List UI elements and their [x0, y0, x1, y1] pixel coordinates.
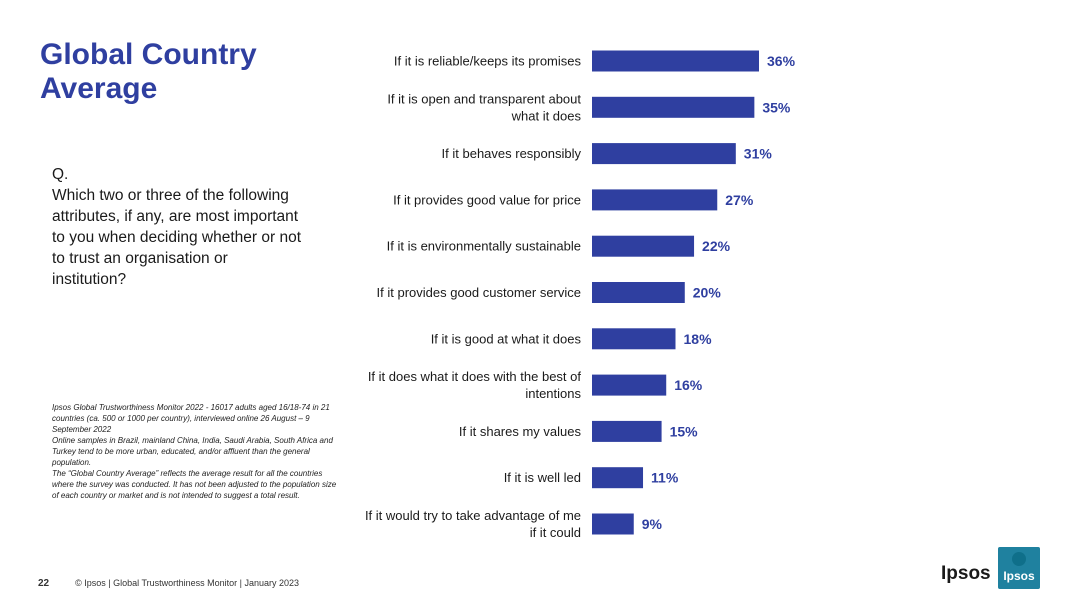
category-label-line: If it shares my values — [459, 424, 582, 439]
category-label-9: If it shares my values — [459, 424, 582, 439]
question-text: Q. Which two or three of the following a… — [52, 166, 302, 288]
category-label-line: If it provides good value for price — [393, 192, 581, 207]
value-label-6: 20% — [693, 285, 722, 301]
category-label-line: If it is well led — [504, 470, 581, 485]
category-label-line: If it would try to take advantage of me — [365, 508, 581, 523]
category-label-6: If it provides good customer service — [377, 285, 581, 300]
page-title: Global Country Average — [40, 38, 257, 105]
value-label-4: 27% — [725, 192, 754, 208]
bar-11 — [592, 513, 634, 535]
bar-1 — [592, 50, 759, 72]
category-label-line: If it is environmentally sustainable — [387, 239, 581, 254]
bar-9 — [592, 420, 662, 442]
bar-4 — [592, 189, 718, 211]
category-label-line: If it is open and transparent about — [387, 91, 581, 106]
methodology-footnote: Ipsos Global Trustworthiness Monitor 202… — [52, 403, 337, 500]
category-label-line: intentions — [525, 386, 581, 401]
value-label-9: 15% — [670, 423, 699, 439]
category-label-11: If it would try to take advantage of me i… — [365, 508, 581, 540]
value-label-1: 36% — [767, 53, 796, 69]
category-label-10: If it is well led — [504, 470, 581, 485]
category-label-line: If it is reliable/keeps its promises — [394, 54, 582, 69]
category-label-7: If it is good at what it does — [431, 331, 582, 346]
category-label-8: If it does what it does with the best of… — [368, 369, 582, 401]
bar-6 — [592, 282, 685, 303]
category-label-line: If it provides good customer service — [377, 285, 581, 300]
ipsos-wordmark: Ipsos — [941, 563, 991, 584]
ipsos-logo-icon: Ipsos — [998, 547, 1040, 589]
category-label-3: If it behaves responsibly — [442, 146, 582, 161]
bar-2 — [592, 96, 755, 118]
bar-8 — [592, 374, 667, 396]
category-label-line: If it does what it does with the best of — [368, 369, 582, 384]
value-label-11: 9% — [642, 516, 663, 532]
category-label-1: If it is reliable/keeps its promises — [394, 54, 582, 69]
bar-10 — [592, 467, 644, 489]
category-label-5: If it is environmentally sustainable — [387, 239, 581, 254]
page-number: 22 — [38, 577, 50, 589]
bar-5 — [592, 235, 695, 257]
footer: 22 © Ipsos | Global Trustworthiness Moni… — [38, 576, 299, 590]
category-label-4: If it provides good value for price — [393, 192, 581, 207]
logo-box-text: Ipsos — [1003, 569, 1035, 583]
category-label-line: what it does — [511, 108, 582, 123]
value-label-5: 22% — [702, 238, 731, 254]
category-label-2: If it is open and transparent about what … — [387, 91, 581, 123]
category-label-line: If it is good at what it does — [431, 331, 582, 346]
value-label-3: 31% — [744, 146, 773, 162]
value-label-2: 35% — [762, 99, 791, 115]
value-label-8: 16% — [674, 377, 703, 393]
category-label-line: if it could — [530, 525, 581, 540]
bar-7 — [592, 328, 676, 350]
bar-chart: 36% If it is reliable/keeps its promises 3… — [365, 50, 796, 540]
bar-3 — [592, 143, 736, 165]
footer-copyright: © Ipsos | Global Trustworthiness Monitor… — [75, 578, 300, 588]
value-label-10: 11% — [651, 470, 679, 486]
value-label-7: 18% — [684, 331, 713, 347]
category-label-line: If it behaves responsibly — [442, 146, 582, 161]
